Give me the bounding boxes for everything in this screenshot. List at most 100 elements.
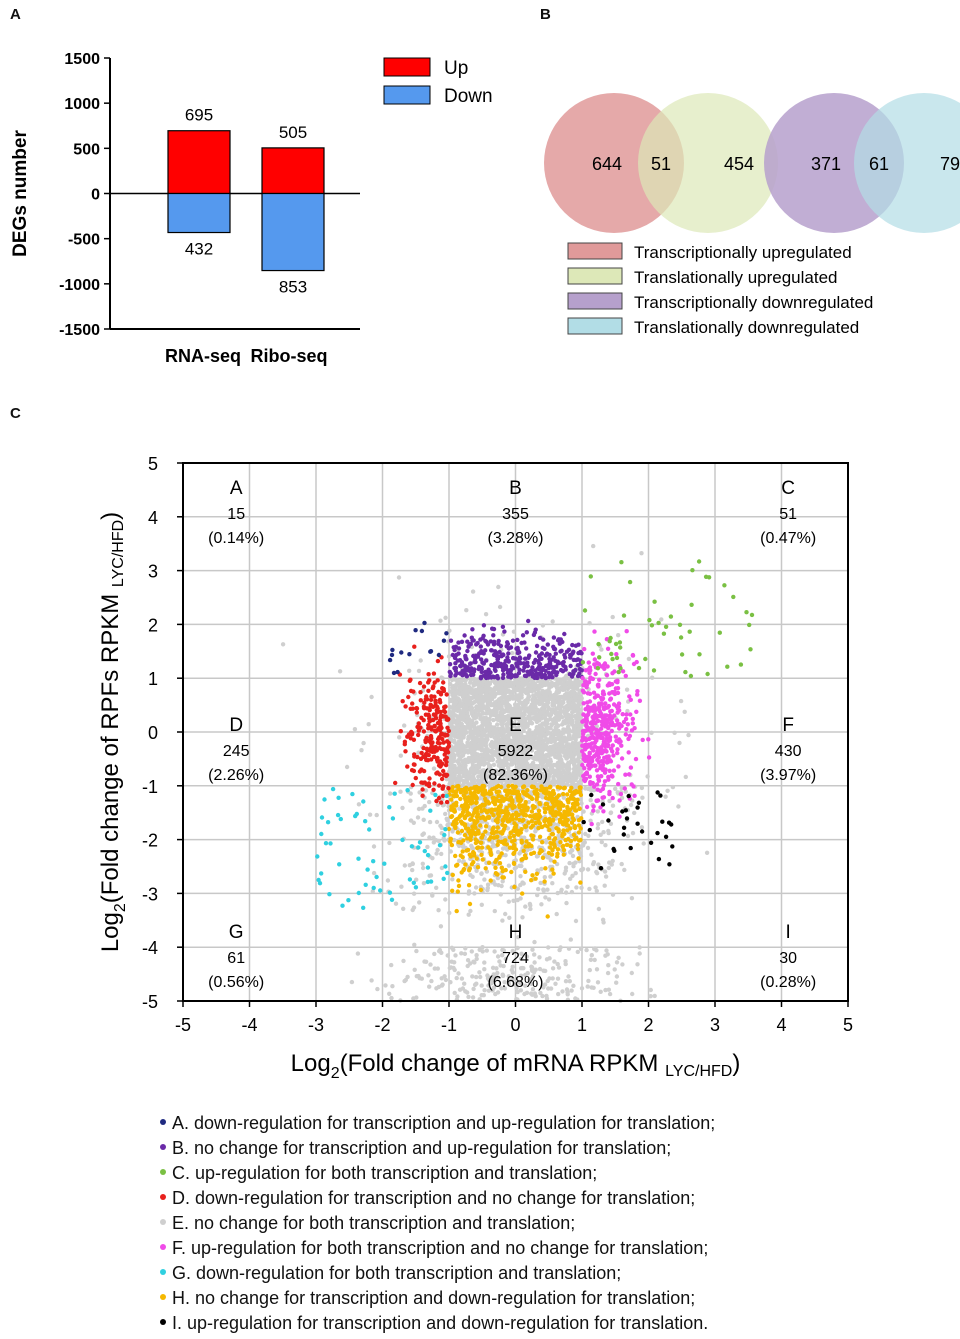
scatter-point (567, 692, 572, 697)
scatter-point (686, 732, 691, 738)
scatter-point (472, 790, 477, 795)
scatter-point (570, 710, 575, 715)
scatter-point (457, 718, 462, 723)
scatter-point (528, 732, 533, 738)
scatter-point (471, 735, 476, 740)
scatter-point (530, 803, 536, 809)
scatter-point (488, 878, 493, 883)
scatter-point (544, 763, 549, 768)
scatter-point (607, 860, 612, 865)
scatter-point (525, 788, 530, 793)
scatter-point (405, 974, 410, 980)
scatter-point (527, 728, 532, 733)
scatter-point (490, 674, 496, 679)
scatter-point (545, 700, 551, 705)
scatter-point (443, 977, 449, 983)
scatter-point (496, 641, 501, 646)
scatter-point (588, 818, 593, 823)
scatter-point (470, 627, 475, 632)
bar (167, 192, 231, 234)
scatter-point (449, 797, 454, 802)
scatter-point (495, 664, 501, 669)
scatter-point (461, 761, 466, 766)
scatter-point (489, 981, 494, 986)
scatter-point (451, 719, 456, 725)
scatter-point (492, 694, 497, 699)
scatter-point (412, 967, 417, 972)
scatter-point (561, 663, 566, 668)
scatter-point (407, 668, 412, 673)
scatter-point (401, 958, 406, 964)
scatter-point (551, 655, 556, 660)
scatter-point (515, 828, 521, 833)
scatter-point (564, 987, 570, 992)
scatter-point (453, 695, 458, 700)
scatter-point (518, 896, 523, 901)
scatter-point (570, 690, 576, 696)
scatter-point (519, 692, 524, 698)
scatter-point (533, 829, 538, 834)
scatter-point (539, 761, 544, 766)
scatter-point (539, 902, 544, 907)
scatter-point (543, 668, 548, 673)
scatter-point (484, 735, 490, 740)
scatter-point (476, 700, 481, 705)
scatter-point (530, 837, 536, 842)
scatter-point (344, 764, 350, 770)
scatter-point (520, 633, 526, 638)
scatter-point (524, 630, 529, 635)
scatter-point (560, 834, 565, 839)
scatter-point (493, 991, 498, 997)
scatter-point (541, 968, 546, 973)
scatter-point (490, 687, 495, 693)
scatter-point (374, 812, 379, 818)
scatter-point (515, 989, 520, 995)
scatter-point (496, 783, 501, 789)
scatter-point (543, 795, 549, 801)
scatter-point (411, 905, 417, 910)
scatter-point (495, 849, 501, 855)
scatter-point (443, 811, 448, 817)
venn-legend-swatch (567, 292, 623, 310)
scatter-point (521, 680, 526, 685)
scatter-point (524, 839, 529, 844)
scatter-point (495, 970, 500, 976)
scatter-point (521, 784, 527, 789)
scatter-point (553, 836, 558, 841)
scatter-point (547, 785, 553, 790)
venn-circle-right (638, 93, 778, 233)
scatter-point (577, 733, 582, 739)
scatter-point (435, 802, 440, 807)
scatter-point (502, 986, 508, 991)
scatter-point (478, 644, 483, 649)
bar-data-label: 505 (279, 123, 307, 142)
scatter-point (445, 822, 450, 828)
y-tick-label: 500 (73, 141, 100, 158)
scatter-point (568, 794, 574, 800)
scatter-point (525, 698, 530, 703)
y-tick-label: -500 (68, 232, 100, 249)
scatter-point (561, 847, 567, 853)
scatter-point (426, 688, 431, 693)
scatter-point (505, 819, 511, 824)
scatter-point (456, 706, 461, 712)
scatter-point (523, 823, 528, 829)
scatter-point (464, 608, 469, 613)
scatter-point (589, 788, 594, 793)
scatter-point (486, 801, 492, 806)
scatter-point (453, 713, 458, 718)
scatter-point (589, 953, 594, 958)
scatter-point (555, 822, 560, 828)
scatter-point (571, 734, 577, 739)
scatter-point (461, 743, 466, 749)
scatter-point (570, 740, 575, 746)
scatter-point (512, 747, 517, 753)
scatter-point (595, 809, 600, 814)
scatter-point (616, 955, 621, 960)
scatter-point (553, 748, 558, 753)
scatter-point (549, 752, 554, 757)
scatter-point (548, 757, 553, 762)
scatter-point (546, 986, 551, 991)
scatter-point (410, 867, 415, 873)
scatter-point (389, 962, 394, 968)
